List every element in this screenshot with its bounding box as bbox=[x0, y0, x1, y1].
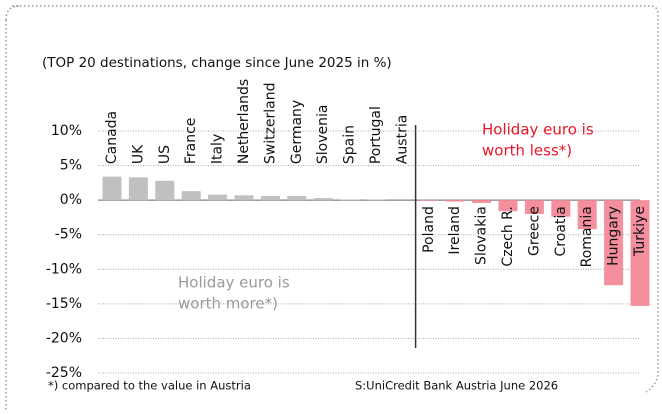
bar bbox=[128, 177, 148, 201]
annotation: worth more*) bbox=[178, 295, 278, 313]
x-tick-label: France bbox=[183, 118, 199, 165]
frame-corner bbox=[5, 5, 21, 21]
annotation: Holiday euro is bbox=[178, 274, 290, 292]
bar bbox=[155, 180, 175, 201]
bar bbox=[577, 200, 597, 230]
x-tick-label: Italy bbox=[210, 134, 226, 164]
bar bbox=[445, 200, 465, 202]
y-tick-label: 5% bbox=[60, 158, 82, 174]
x-tick-label: Portugal bbox=[368, 106, 384, 164]
x-tick-label: Switzerland bbox=[262, 82, 278, 164]
bar bbox=[287, 195, 307, 201]
bar bbox=[234, 195, 254, 201]
bar bbox=[181, 191, 201, 201]
bar bbox=[604, 200, 624, 286]
x-tick-label: Poland bbox=[421, 206, 437, 253]
x-tick-label: Slovenia bbox=[315, 105, 331, 165]
y-tick-label: 10% bbox=[51, 123, 82, 139]
x-tick-label: Greece bbox=[526, 206, 542, 256]
annotation: Holiday euro is bbox=[482, 121, 594, 139]
bar bbox=[551, 200, 571, 217]
x-tick-label: Ireland bbox=[447, 206, 463, 254]
bar bbox=[340, 199, 360, 201]
x-tick-label: Spain bbox=[342, 125, 358, 164]
bar bbox=[313, 198, 333, 201]
bar bbox=[366, 199, 386, 201]
x-tick-label: US bbox=[157, 145, 173, 164]
bar bbox=[419, 200, 439, 201]
y-tick-label: -10% bbox=[46, 261, 82, 277]
y-tick-label: -15% bbox=[46, 296, 82, 312]
x-tick-label: UK bbox=[130, 144, 146, 164]
bar bbox=[102, 176, 122, 201]
y-tick-label: -25% bbox=[46, 365, 82, 381]
x-tick-label: Croatia bbox=[553, 206, 569, 256]
y-tick-label: 0% bbox=[60, 192, 82, 208]
bar bbox=[630, 200, 650, 306]
x-tick-label: Romania bbox=[579, 206, 595, 267]
x-tick-label: Slovakia bbox=[474, 206, 490, 265]
x-tick-label: Turkiye bbox=[632, 206, 648, 257]
x-tick-label: Netherlands bbox=[236, 79, 252, 164]
bar bbox=[498, 200, 518, 212]
frame bbox=[12, 5, 659, 393]
x-tick-label: Austria bbox=[394, 115, 410, 164]
bar bbox=[472, 200, 492, 203]
bar bbox=[208, 194, 228, 201]
y-tick-label: -20% bbox=[46, 330, 82, 346]
source: S:UniCredit Bank Austria June 2026 bbox=[355, 379, 558, 393]
x-tick-label: Germany bbox=[289, 100, 305, 164]
x-tick-label: Czech R. bbox=[500, 206, 516, 266]
chart-title: (TOP 20 destinations, change since June … bbox=[42, 55, 392, 71]
y-tick-label: -5% bbox=[55, 227, 82, 243]
x-tick-label: Canada bbox=[104, 111, 120, 164]
bar bbox=[260, 195, 280, 201]
x-tick-label: Hungary bbox=[606, 206, 622, 266]
annotation: worth less*) bbox=[482, 142, 572, 160]
footnote: *) compared to the value in Austria bbox=[48, 379, 251, 393]
bar bbox=[524, 200, 544, 214]
